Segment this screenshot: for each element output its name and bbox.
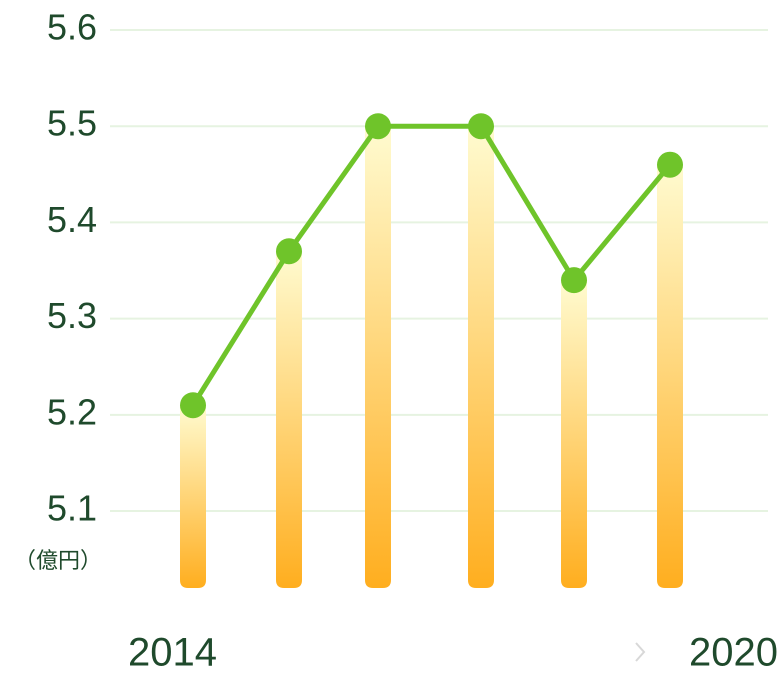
point [561,267,587,294]
bar [657,164,683,589]
bar [365,126,391,588]
arrow-icon [635,642,646,662]
y-tick-label: 5.3 [47,295,97,336]
point [365,113,391,140]
y-tick-label: 5.1 [47,488,97,529]
point [468,113,494,140]
bar [180,405,206,588]
y-tick-label: 5.2 [47,391,97,432]
bar [561,280,587,588]
y-tick-label: 5.6 [47,7,97,48]
bar [468,126,494,588]
line [190,123,672,407]
point [276,238,302,265]
x-tick-label: 2014 [128,631,217,675]
x-tick-label: 2020 [689,631,778,675]
y-tick-label: 5.4 [47,199,97,240]
point [180,392,206,419]
bar [276,251,302,588]
y-tick-label: 5.5 [47,103,97,144]
y-axis-label: （億円） [14,549,102,574]
point [657,151,683,178]
